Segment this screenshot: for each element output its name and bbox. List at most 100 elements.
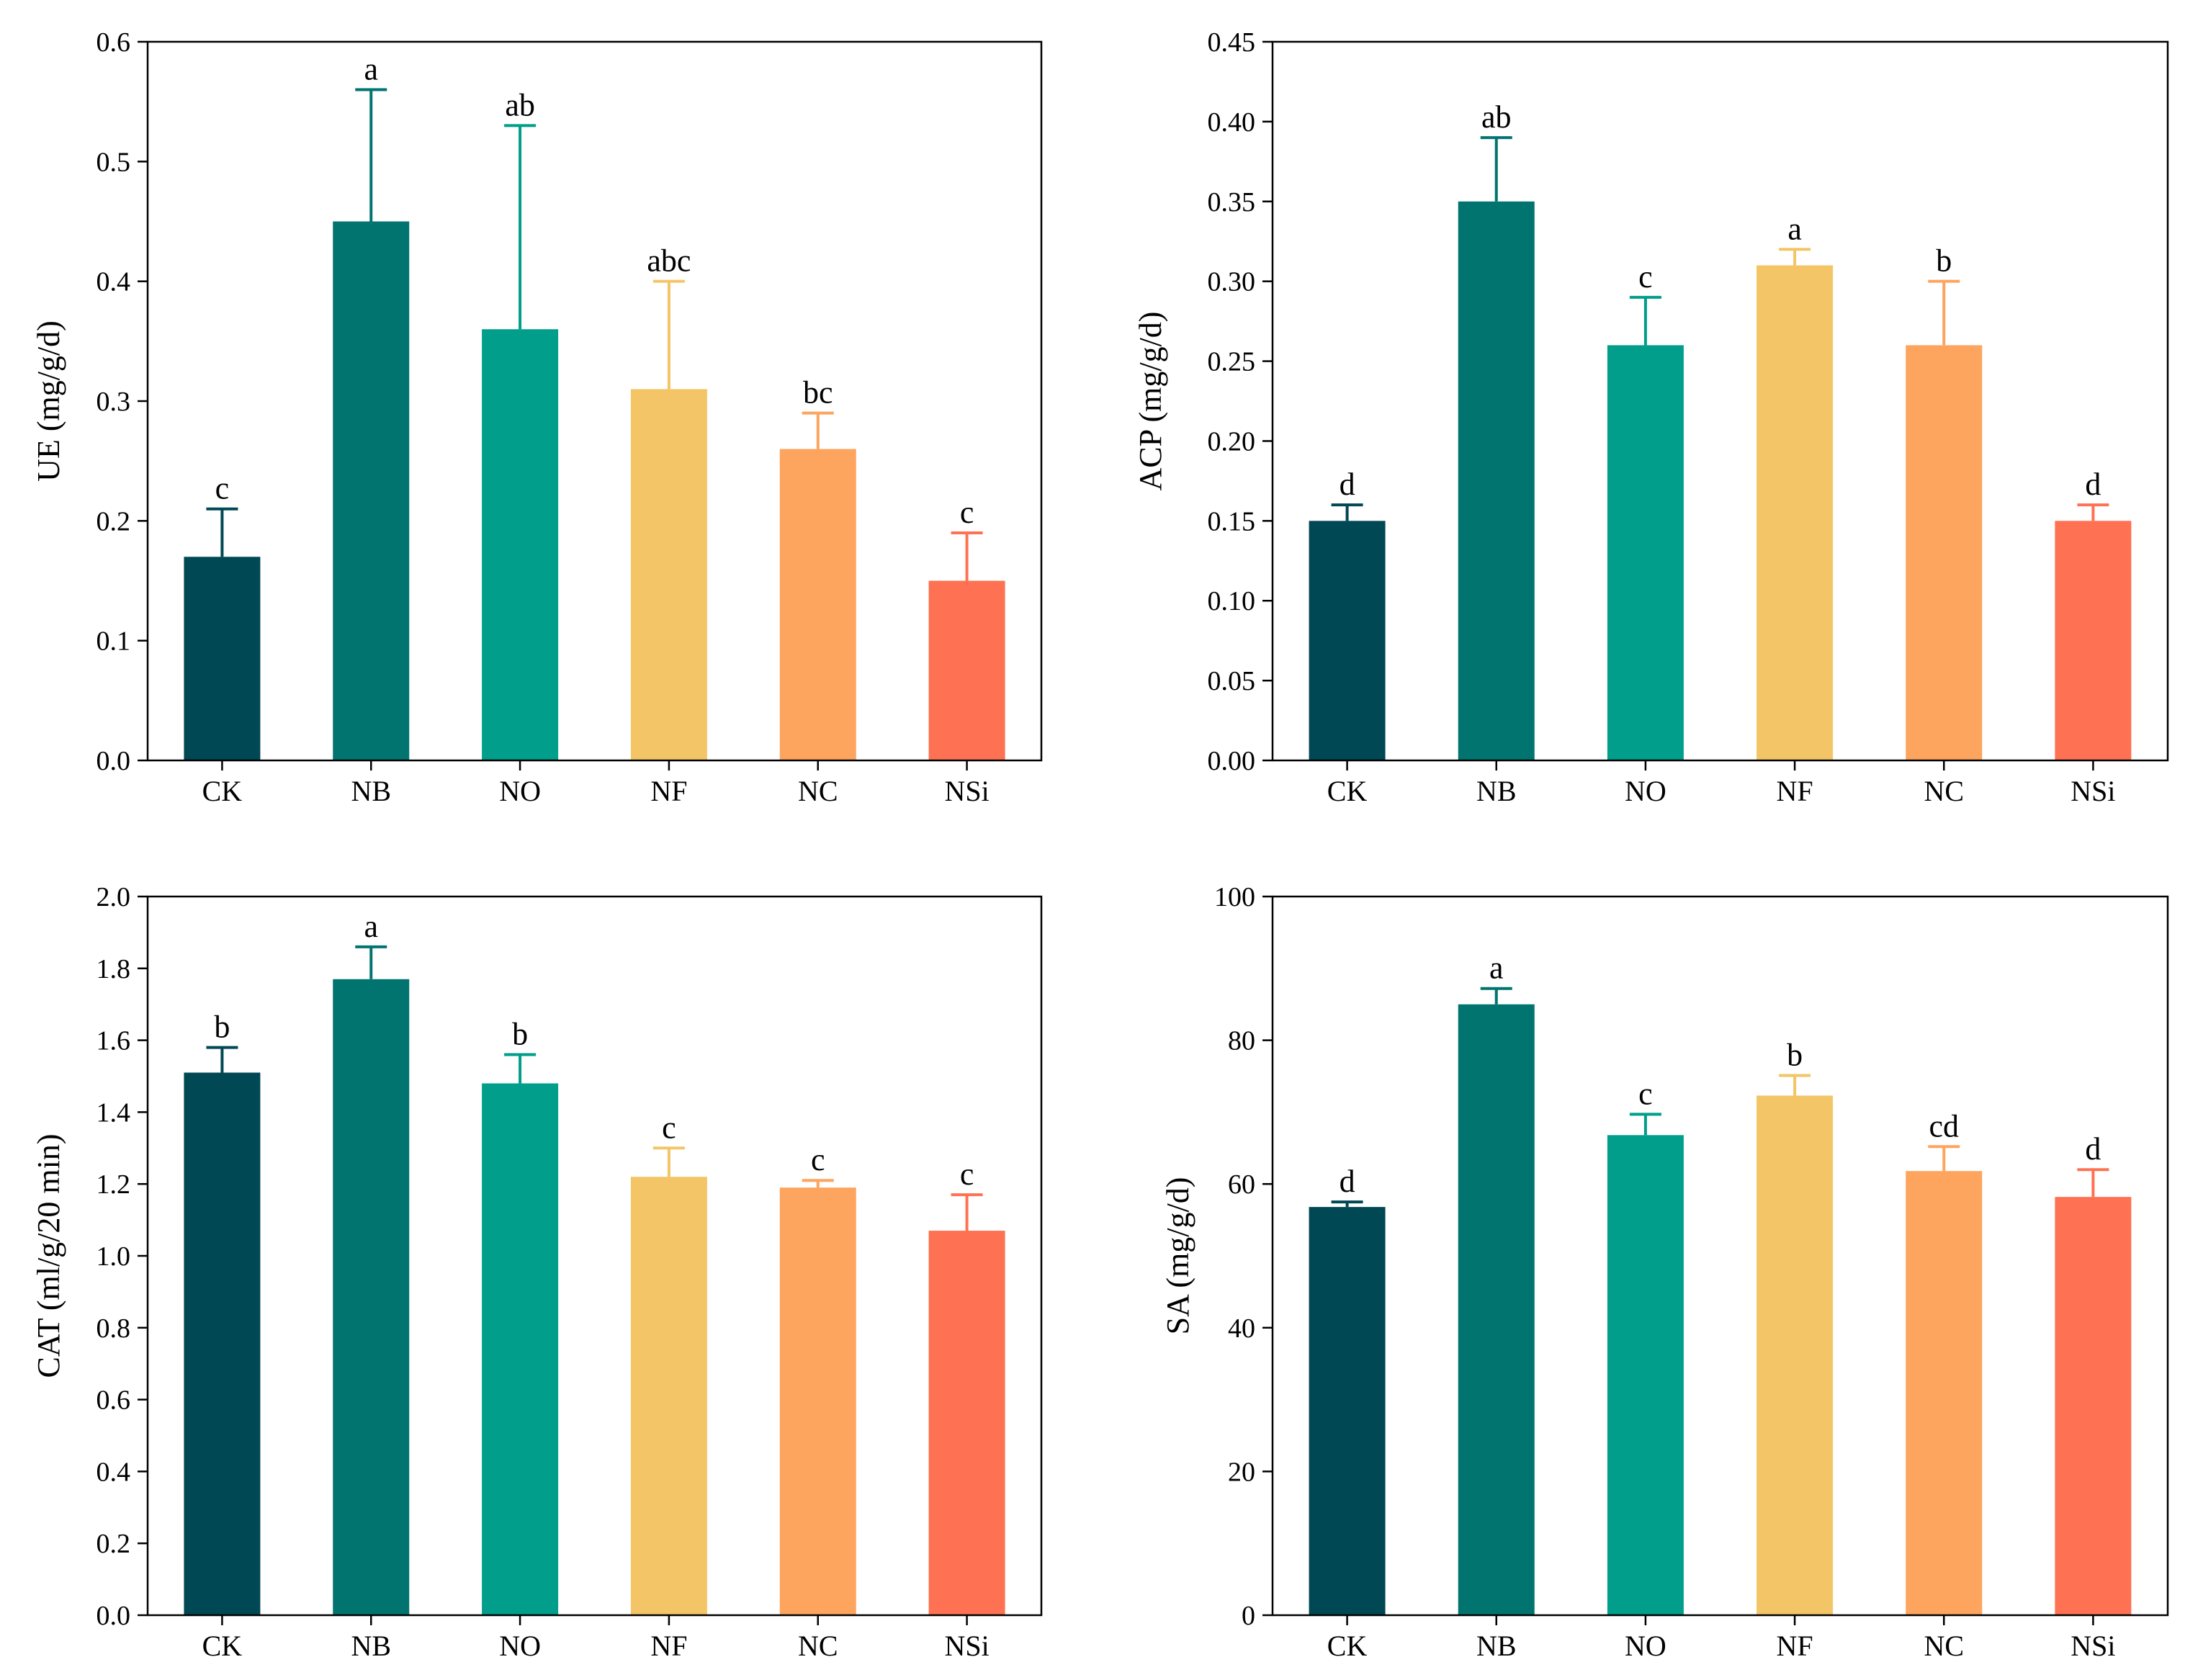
bar-nc [1906,1171,1983,1615]
significance-label-nc: cd [1929,1108,1959,1144]
y-tick-label: 20 [1228,1457,1255,1487]
y-tick-label: 0.15 [1208,506,1256,536]
y-tick-label: 40 [1228,1313,1255,1344]
plot-frame [146,40,1043,762]
x-tick-label-ck: CK [202,775,243,807]
y-tick-label: 0.4 [97,267,131,297]
significance-label-nsi: d [2085,467,2101,502]
bar-nb [333,221,410,760]
x-tick-label-nb: NB [351,775,391,807]
significance-label-nf: abc [647,243,691,279]
y-tick-label: 0.30 [1208,267,1256,297]
significance-label-ck: d [1340,1164,1355,1199]
y-tick-label: 1.8 [97,954,131,984]
y-tick-label: 0.2 [97,1529,131,1559]
y-tick-label: 0.05 [1208,666,1256,696]
y-tick-label: 80 [1228,1026,1255,1056]
bar-nsi [2055,521,2132,760]
bar-ck [184,1072,261,1615]
x-tick-label-nsi: NSi [944,1630,989,1662]
bar-nc [779,449,856,760]
bar-no [482,329,559,760]
significance-label-nb: a [1489,951,1504,986]
significance-label-no: ab [505,87,535,122]
y-tick-label: 0.10 [1208,586,1256,616]
y-tick-label: 0.6 [97,1385,131,1416]
y-tick-label: 1.4 [97,1097,131,1128]
bar-nf [1756,1095,1834,1615]
x-tick-label-nc: NC [1924,775,1964,807]
y-tick-label: 0.45 [1208,27,1256,58]
bar-no [1607,345,1684,760]
y-tick-label: 1.6 [97,1026,131,1056]
chart-acp: d CK ab NB c NO a NF b NC d NSi 0.00 0.05 0.10 0.15 0.20… [1133,27,2169,807]
y-axis-label: CAT (ml/g/20 min) [31,1134,66,1378]
y-tick-label: 60 [1228,1169,1255,1200]
x-tick-label-nc: NC [798,775,838,807]
x-tick-label-nf: NF [1777,775,1813,807]
x-tick-label-nc: NC [798,1630,838,1662]
plot-frame [1271,40,2169,762]
y-tick-label: 0.6 [97,27,131,58]
significance-label-no: c [1638,259,1653,295]
chart-cat: b CK a NB b NO c NF c NC c NSi 0.0 0.2 0.4 0.6 0.8 1.0 1.2… [31,882,1043,1662]
significance-label-nb: ab [1481,99,1512,135]
chart-sa: d CK a NB c NO b NF cd NC d NSi 0 20 40 60 80 100 SA (mg/g… [1160,882,2169,1662]
significance-label-nc: c [811,1142,825,1177]
significance-label-ck: d [1340,467,1355,502]
x-tick-label-nsi: NSi [2070,775,2115,807]
bar-nb [1458,1004,1535,1615]
x-tick-label-nb: NB [1476,1630,1517,1662]
x-tick-label-nsi: NSi [2070,1630,2115,1662]
significance-label-nsi: c [960,495,974,530]
chart-ue: c CK a NB ab NO abc NF bc NC c NSi 0.0 0.1 0.2 0.3 0.4 0.… [31,27,1043,807]
x-tick-label-nsi: NSi [944,775,989,807]
x-tick-label-ck: CK [1327,1630,1368,1662]
x-tick-label-nb: NB [1476,775,1517,807]
y-tick-label: 0.25 [1208,347,1256,377]
bar-nf [630,1177,707,1615]
y-axis-label: ACP (mg/g/d) [1133,312,1168,491]
bar-no [482,1083,559,1615]
bar-no [1607,1135,1684,1615]
x-tick-label-nf: NF [650,1630,687,1662]
bar-nsi [928,580,1005,760]
significance-label-nf: c [662,1110,676,1145]
plot-frame [1271,895,2169,1617]
bar-nsi [2055,1197,2132,1615]
x-tick-label-ck: CK [202,1630,243,1662]
significance-label-nb: a [364,909,378,944]
x-tick-label-no: NO [1625,1630,1666,1662]
significance-label-nsi: c [960,1156,974,1192]
significance-label-nf: b [1787,1038,1803,1073]
x-tick-label-no: NO [499,775,541,807]
significance-label-ck: c [215,471,230,506]
x-tick-label-nf: NF [1777,1630,1813,1662]
y-tick-label: 0.0 [97,1601,131,1631]
significance-label-nsi: d [2085,1131,2101,1167]
y-tick-label: 0.40 [1208,107,1256,138]
y-tick-label: 0.3 [97,387,131,417]
significance-label-nb: a [364,52,378,87]
y-tick-label: 1.2 [97,1169,131,1200]
x-tick-label-nb: NB [351,1630,391,1662]
y-axis-label: UE (mg/g/d) [31,320,66,482]
bar-ck [1309,521,1386,760]
y-tick-label: 0.20 [1208,426,1256,457]
significance-label-no: c [1638,1076,1653,1111]
y-tick-label: 0.4 [97,1457,131,1487]
y-tick-label: 1.0 [97,1241,131,1272]
y-tick-label: 0.35 [1208,187,1256,217]
y-tick-label: 100 [1214,882,1255,912]
significance-label-nc: b [1936,243,1952,279]
y-tick-label: 0.1 [97,626,131,657]
bar-nf [1756,265,1834,760]
significance-label-ck: b [214,1010,230,1045]
y-tick-label: 0.5 [97,147,131,177]
y-tick-label: 2.0 [97,882,131,912]
x-tick-label-no: NO [499,1630,541,1662]
bar-ck [1309,1207,1386,1615]
bar-nb [1458,201,1535,760]
y-tick-label: 0.0 [97,746,131,776]
